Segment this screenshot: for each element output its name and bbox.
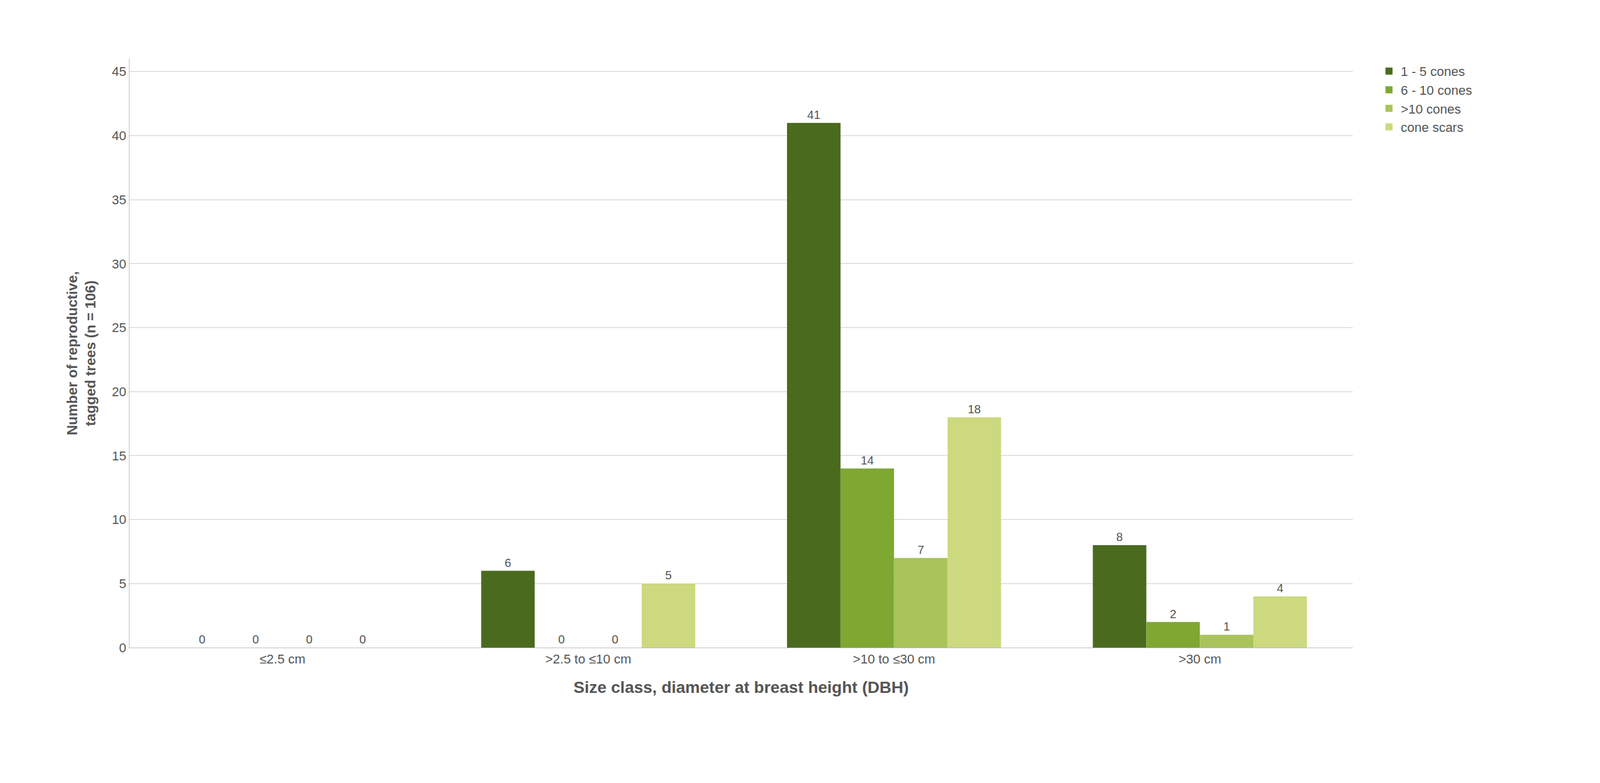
svg-text:0: 0 (359, 632, 367, 646)
svg-text:0: 0 (558, 632, 565, 646)
svg-text:1: 1 (1223, 619, 1230, 633)
svg-text:7: 7 (917, 543, 925, 557)
svg-text:8: 8 (1116, 530, 1123, 544)
svg-text:35: 35 (111, 192, 126, 208)
svg-text:0: 0 (306, 632, 313, 646)
svg-text:cone scars: cone scars (1401, 120, 1464, 135)
svg-text:5: 5 (118, 576, 126, 592)
svg-text:>2.5 to ≤10 cm: >2.5 to ≤10 cm (545, 651, 632, 667)
svg-text:1 - 5 cones: 1 - 5 cones (1401, 64, 1466, 79)
svg-text:5: 5 (665, 568, 672, 582)
svg-text:4: 4 (1276, 581, 1284, 595)
svg-text:30: 30 (111, 256, 126, 272)
svg-text:6 - 10 cones: 6 - 10 cones (1401, 83, 1473, 98)
svg-text:0: 0 (252, 632, 260, 646)
svg-text:0: 0 (118, 640, 126, 656)
svg-text:>10 to ≤30 cm: >10 to ≤30 cm (852, 651, 936, 667)
svg-text:0: 0 (198, 632, 206, 646)
svg-text:25: 25 (111, 320, 126, 335)
svg-text:20: 20 (111, 384, 126, 400)
svg-text:40: 40 (111, 128, 126, 144)
svg-text:Size class, diameter at breast: Size class, diameter at breast height (D… (573, 678, 909, 697)
svg-text:41: 41 (807, 108, 821, 122)
svg-text:14: 14 (860, 453, 874, 467)
svg-text:2: 2 (1169, 607, 1177, 621)
svg-text:6: 6 (504, 556, 511, 570)
svg-text:Number of reproductive,tagged: Number of reproductive,tagged trees (n =… (64, 271, 99, 436)
svg-text:18: 18 (967, 402, 981, 416)
svg-text:>10 cones: >10 cones (1401, 101, 1462, 117)
svg-text:10: 10 (111, 512, 126, 527)
svg-text:15: 15 (111, 448, 126, 464)
svg-text:0: 0 (611, 632, 619, 646)
svg-text:≤2.5 cm: ≤2.5 cm (259, 651, 306, 667)
svg-text:45: 45 (111, 64, 126, 79)
svg-text:>30 cm: >30 cm (1178, 651, 1222, 667)
